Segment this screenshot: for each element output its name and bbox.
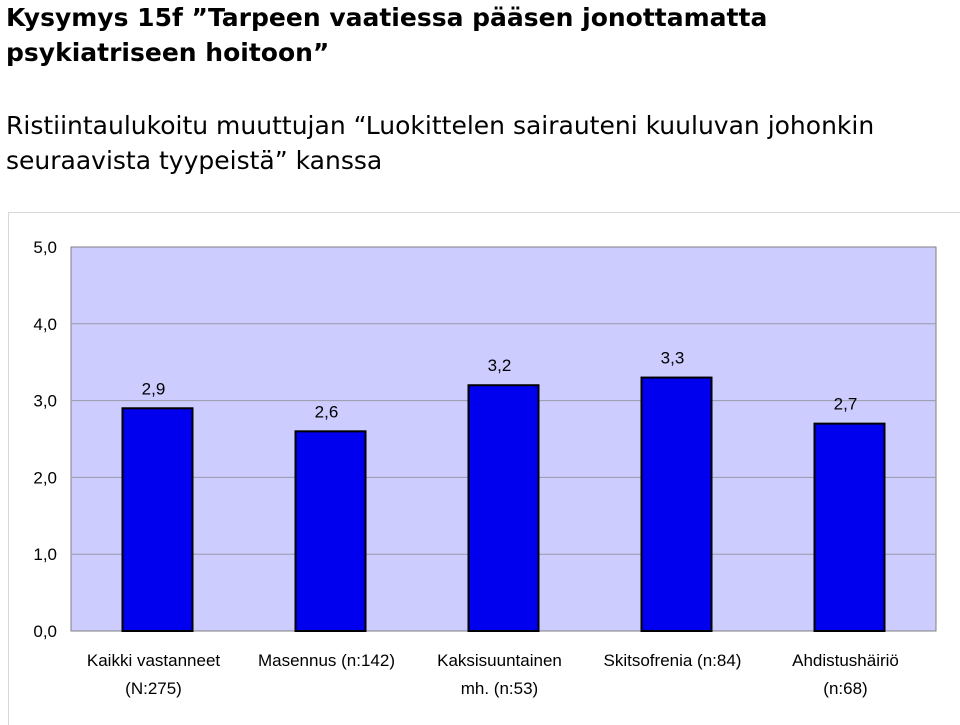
x-category-label: (N:275)	[125, 679, 182, 698]
x-category-label: mh. (n:53)	[461, 679, 538, 698]
x-category-label: Kaikki vastanneet	[87, 651, 221, 670]
bar	[121, 407, 194, 632]
x-category-label: Skitsofrenia (n:84)	[604, 651, 742, 670]
data-label: 2,7	[834, 395, 858, 414]
y-tick-label: 2,0	[33, 468, 57, 487]
y-tick-label: 5,0	[33, 238, 57, 257]
data-label: 3,2	[488, 356, 512, 375]
x-category-label: Masennus (n:142)	[258, 651, 395, 670]
bars	[121, 376, 886, 633]
x-category-label: Kaksisuuntainen	[437, 651, 562, 670]
data-labels: 2,9 2,6 3,2 3,3 2,7	[142, 349, 858, 422]
chart-title: Kysymys 15f ”Tarpeen vaatiessa pääsen jo…	[6, 3, 768, 67]
chart-subtitle: Ristiintaulukoitu muuttujan “Luokittelen…	[6, 111, 875, 175]
y-tick-label: 0,0	[33, 622, 57, 641]
y-axis: 0,0 1,0 2,0 3,0 4,0 5,0	[33, 238, 57, 641]
bar	[294, 430, 367, 632]
x-axis-categories: Kaikki vastanneet (N:275) Masennus (n:142)…	[87, 651, 899, 698]
x-category-label: (n:68)	[823, 679, 867, 698]
y-tick-label: 3,0	[33, 392, 57, 411]
bar	[640, 376, 713, 632]
bar	[813, 422, 886, 633]
bar	[467, 384, 540, 632]
data-label: 2,9	[142, 379, 166, 398]
y-tick-label: 1,0	[33, 545, 57, 564]
x-category-label: Ahdistushäiriö	[792, 651, 899, 670]
y-tick-label: 4,0	[33, 315, 57, 334]
data-label: 2,6	[315, 402, 339, 421]
data-label: 3,3	[661, 349, 685, 368]
